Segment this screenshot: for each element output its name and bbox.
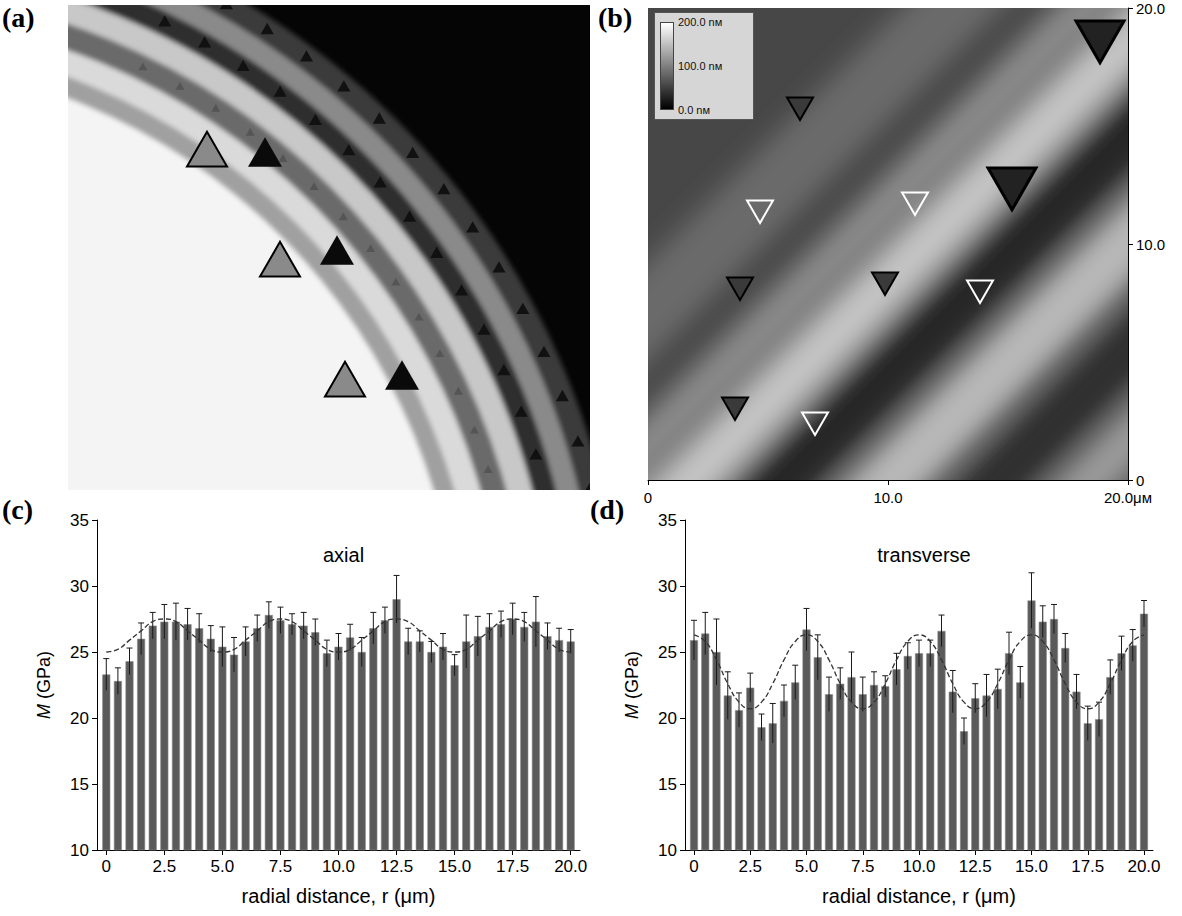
svg-text:25: 25 [658,643,677,662]
svg-text:20.0: 20.0 [1127,857,1160,876]
svg-text:20.0μм: 20.0μм [1104,489,1152,506]
svg-text:radial distance, r (μm): radial distance, r (μm) [822,885,1016,907]
svg-text:10: 10 [70,841,89,860]
svg-text:M: M [622,704,642,719]
svg-text:20: 20 [70,709,89,728]
svg-text:20: 20 [658,709,677,728]
svg-text:5.0: 5.0 [795,857,819,876]
svg-text:M: M [34,704,54,719]
svg-text:7.5: 7.5 [851,857,875,876]
svg-text:12.5: 12.5 [380,857,413,876]
svg-text:(GPa): (GPa) [622,651,642,704]
svg-text:2.5: 2.5 [153,857,177,876]
svg-text:10.0: 10.0 [1136,236,1165,253]
svg-text:2.5: 2.5 [738,857,762,876]
html-text:0.0 nм: 0.0 nм [678,104,710,116]
svg-text:radial distance, r (μm): radial distance, r (μm) [242,885,436,907]
svg-text:10.0: 10.0 [873,489,902,506]
html-text:(a): (a) [2,2,35,33]
svg-text:(GPa): (GPa) [34,651,54,704]
html-text:(d): (d) [590,494,625,525]
svg-text:axial: axial [323,544,364,566]
svg-text:15: 15 [658,775,677,794]
html-text:100.0 nм: 100.0 nм [678,60,723,72]
svg-text:17.5: 17.5 [496,857,529,876]
svg-text:0: 0 [102,857,111,876]
svg-text:20.0: 20.0 [1136,0,1165,17]
svg-text:35: 35 [70,511,89,530]
svg-text:12.5: 12.5 [959,857,992,876]
svg-text:10.0: 10.0 [322,857,355,876]
svg-text:15.0: 15.0 [438,857,471,876]
svg-text:0: 0 [644,489,652,506]
svg-text:25: 25 [70,643,89,662]
svg-text:35: 35 [658,511,677,530]
svg-text:0: 0 [1136,472,1144,489]
svg-text:17.5: 17.5 [1071,857,1104,876]
svg-text:15: 15 [70,775,89,794]
svg-text:0: 0 [689,857,698,876]
svg-text:30: 30 [658,577,677,596]
html-text:(c): (c) [2,494,34,525]
svg-text:10: 10 [658,841,677,860]
svg-text:5.0: 5.0 [211,857,235,876]
svg-text:20.0: 20.0 [554,857,587,876]
svg-text:15.0: 15.0 [1015,857,1048,876]
svg-text:30: 30 [70,577,89,596]
html-text:200.0 nм: 200.0 nм [678,16,723,28]
svg-text:7.5: 7.5 [269,857,293,876]
svg-text:transverse: transverse [877,544,970,566]
svg-text:10.0: 10.0 [902,857,935,876]
html-text:(b): (b) [598,2,633,33]
